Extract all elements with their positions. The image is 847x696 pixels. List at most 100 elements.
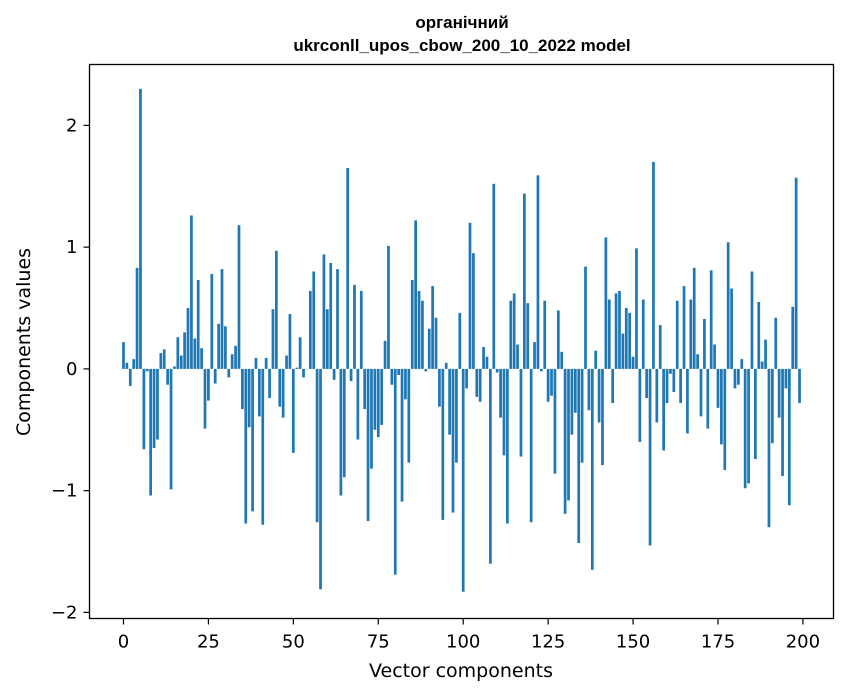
bar	[224, 326, 227, 369]
bar	[353, 284, 356, 369]
x-tick-label: 150	[616, 632, 650, 653]
bar	[679, 368, 682, 403]
bar	[325, 309, 329, 369]
bar	[522, 193, 526, 369]
bar	[472, 253, 475, 369]
bar	[264, 357, 268, 369]
bar	[166, 368, 169, 385]
bar	[213, 368, 217, 384]
bar	[404, 368, 407, 400]
x-tick-label: 100	[446, 632, 480, 653]
bar	[733, 368, 737, 389]
bar	[397, 368, 401, 375]
bar	[200, 348, 203, 369]
bar	[135, 267, 139, 369]
bar	[441, 368, 445, 520]
y-tick-label: −2	[51, 602, 78, 623]
bar	[421, 300, 424, 369]
bar	[556, 310, 560, 369]
bar	[692, 267, 696, 369]
bar	[271, 309, 275, 369]
bar	[601, 368, 604, 466]
bar	[794, 177, 798, 369]
bar	[186, 308, 190, 369]
bar	[526, 303, 530, 369]
y-tick-label: −1	[51, 481, 78, 502]
bar	[662, 368, 665, 451]
bar	[359, 290, 363, 369]
bar	[686, 368, 689, 434]
bar	[475, 368, 479, 397]
bar	[560, 351, 564, 369]
bar	[438, 368, 441, 407]
bar	[720, 368, 723, 445]
bar	[176, 337, 180, 369]
bar	[156, 368, 159, 440]
bar	[747, 368, 750, 484]
bar	[149, 368, 153, 496]
bar	[125, 362, 129, 369]
bar	[774, 317, 778, 369]
bar	[570, 368, 574, 435]
bar	[393, 368, 397, 575]
bar	[291, 368, 295, 453]
bar	[217, 323, 220, 369]
bar	[655, 368, 659, 423]
bar	[594, 350, 598, 369]
bar	[431, 286, 434, 369]
bar	[319, 368, 322, 590]
bar	[587, 368, 591, 411]
x-tick-label: 175	[701, 632, 735, 653]
bar	[142, 368, 146, 450]
bar	[207, 368, 210, 401]
bar	[529, 368, 533, 523]
bar	[254, 357, 258, 369]
bar	[512, 293, 516, 369]
bar	[607, 299, 611, 369]
bar	[451, 368, 455, 513]
y-tick-label: 0	[66, 359, 77, 380]
bar	[482, 346, 485, 369]
bars-group	[122, 88, 801, 592]
bar	[754, 368, 757, 459]
bar	[492, 183, 496, 369]
bar	[577, 368, 581, 544]
bar	[713, 344, 716, 369]
plot-frame	[88, 63, 835, 620]
bar	[380, 368, 384, 425]
bar	[699, 368, 703, 417]
bar	[145, 368, 149, 372]
bar	[614, 293, 618, 369]
bar	[410, 280, 414, 369]
bar	[237, 225, 241, 369]
bar	[533, 342, 536, 369]
bar	[288, 314, 292, 369]
bar	[407, 368, 411, 463]
bar	[183, 332, 186, 369]
bar	[332, 368, 336, 380]
bar	[281, 368, 285, 418]
bar	[737, 368, 740, 385]
bar	[322, 254, 326, 369]
bar	[336, 269, 339, 369]
bar	[363, 368, 367, 410]
bar	[546, 368, 550, 402]
bar	[519, 368, 523, 457]
bar	[227, 368, 231, 378]
y-tick-label: 2	[66, 115, 77, 136]
bar	[696, 354, 699, 369]
y-tick-label: 1	[66, 237, 77, 258]
bar	[770, 368, 774, 444]
bar	[244, 368, 248, 524]
bar	[346, 167, 350, 369]
bar	[798, 368, 801, 403]
bar	[230, 354, 234, 369]
bar	[631, 356, 635, 369]
bar	[278, 368, 282, 407]
bar	[274, 250, 278, 369]
bar	[370, 368, 373, 469]
bar	[764, 339, 767, 369]
bar	[604, 237, 608, 369]
bar	[387, 245, 390, 369]
bar	[743, 368, 747, 489]
